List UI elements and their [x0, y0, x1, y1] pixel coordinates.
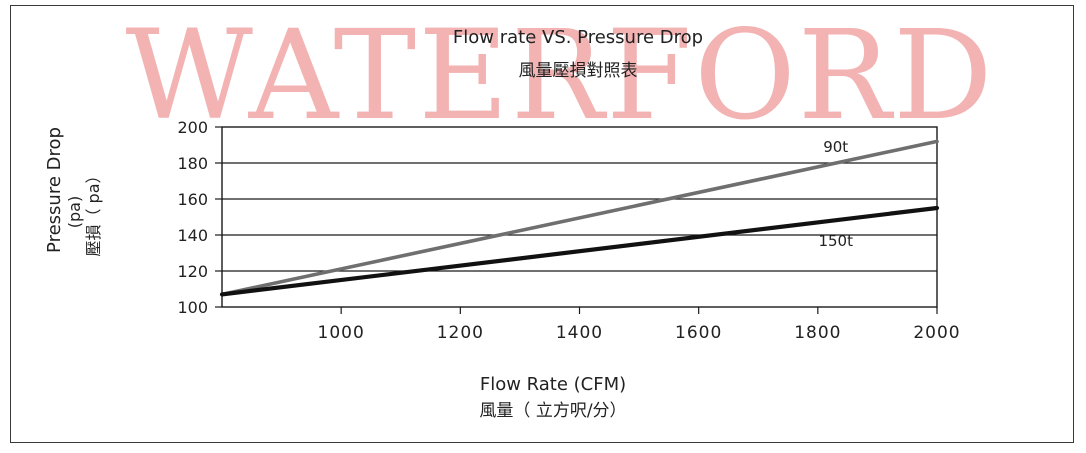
series-line-150t	[219, 205, 940, 297]
x-tick-label-1000: 1000	[318, 323, 365, 343]
x-tick-label-1400: 1400	[556, 323, 603, 343]
chart-frame	[10, 5, 1074, 443]
y-tick-label-120: 120	[177, 262, 208, 281]
series-lines	[219, 139, 940, 297]
y-tick-label-140: 140	[177, 226, 208, 245]
y-tick-label-200: 200	[177, 118, 208, 137]
series-line-90t	[220, 139, 939, 297]
y-axis-label: Pressure Drop	[44, 127, 65, 253]
x-tick-label-1600: 1600	[675, 323, 722, 343]
y-axis-unit: (pa)	[65, 196, 84, 228]
chart-title: Flow rate VS. Pressure Drop	[453, 27, 703, 48]
x-tick-label-2000: 2000	[913, 323, 960, 343]
y-axis-title: Pressure Drop (pa) 壓損（ pa）	[44, 127, 103, 256]
series-labels: 90t 150t	[818, 138, 853, 250]
y-tick-label-180: 180	[177, 154, 208, 173]
x-axis-label: Flow Rate (CFM)	[480, 374, 626, 395]
y-axis-label-secondary: 壓損（ pa）	[84, 167, 103, 256]
grid-lines	[222, 162, 937, 272]
y-axis-ticks: 100 120 140 160 180 200	[177, 118, 222, 317]
x-axis-ticks: 1000 1200 1400 1600 1800 2000	[318, 307, 960, 343]
chart-subtitle: 風量壓損對照表	[519, 61, 638, 81]
y-tick-label-100: 100	[177, 298, 208, 317]
x-tick-label-1800: 1800	[794, 323, 841, 343]
x-axis-label-secondary: 風量（ 立方呎/分）	[479, 401, 626, 421]
series-label-150t: 150t	[818, 232, 853, 250]
y-tick-label-160: 160	[177, 190, 208, 209]
series-label-90t: 90t	[823, 138, 848, 156]
x-tick-label-1200: 1200	[437, 323, 484, 343]
watermark: WATERFORD	[125, 4, 994, 148]
